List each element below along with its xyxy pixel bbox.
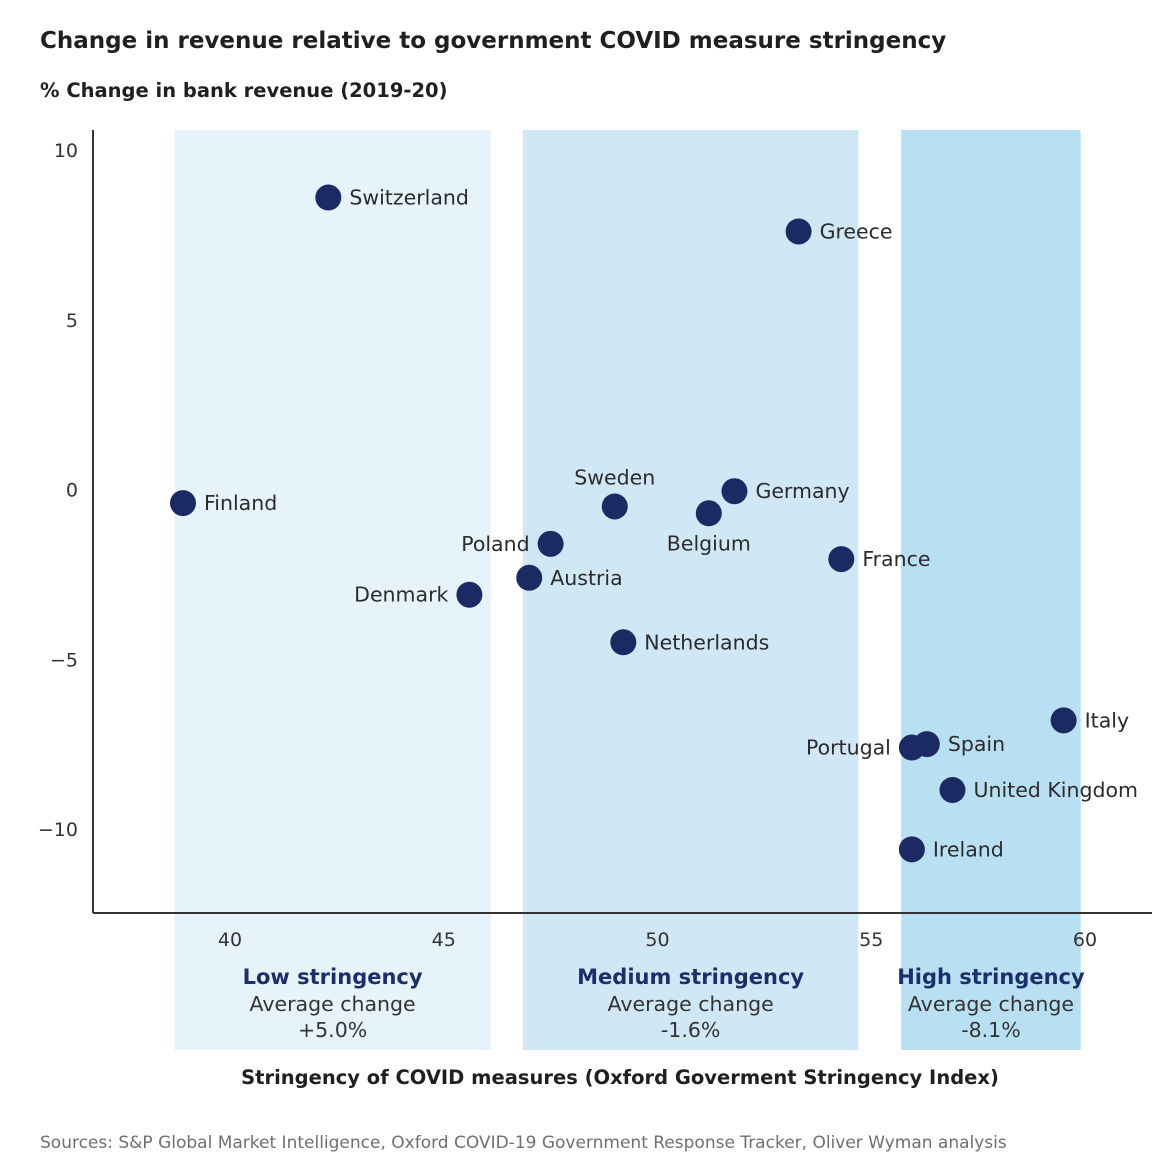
band-avg-value-high-stringency: -8.1% [961,1018,1020,1042]
point-label-spain: Spain [948,732,1005,756]
point-germany [721,478,748,505]
y-tick-label: −10 [38,819,78,841]
point-sweden [601,493,628,520]
point-label-denmark: Denmark [354,583,448,607]
point-belgium [695,500,722,527]
point-ireland [898,836,925,863]
point-netherlands [610,629,637,656]
point-label-finland: Finland [204,491,277,515]
point-france [828,546,855,573]
x-axis-label: Stringency of COVID measures (Oxford Gov… [241,1066,999,1089]
band-medium-stringency [522,130,859,1050]
point-austria [516,564,543,591]
x-tick-label: 60 [1073,929,1097,951]
x-tick-label: 50 [645,929,669,951]
band-title-medium-stringency: Medium stringency [577,965,804,989]
band-title-low-stringency: Low stringency [243,965,423,989]
x-tick-label: 55 [859,929,883,951]
x-tick-label: 40 [218,929,242,951]
point-label-netherlands: Netherlands [644,630,769,654]
point-label-poland: Poland [461,532,529,556]
y-tick-label: 0 [66,480,78,502]
point-label-switzerland: Switzerland [349,186,469,210]
point-label-france: France [862,547,930,571]
x-tick-label: 45 [432,929,456,951]
band-avg-label-medium-stringency: Average change [608,992,774,1016]
point-label-germany: Germany [755,479,849,503]
point-label-ireland: Ireland [933,837,1004,861]
axes [92,130,1152,914]
point-label-portugal: Portugal [806,736,891,760]
point-label-sweden: Sweden [574,465,655,489]
point-portugal [898,734,925,761]
band-high-stringency [901,130,1081,1050]
point-label-united-kingdom: United Kingdom [973,778,1138,802]
stringency-bands [174,130,1081,1050]
y-tick-label: 10 [54,140,78,162]
band-avg-label-low-stringency: Average change [250,992,416,1016]
band-title-high-stringency: High stringency [897,965,1085,989]
band-avg-value-medium-stringency: -1.6% [661,1018,720,1042]
point-label-belgium: Belgium [667,531,751,555]
point-denmark [456,581,483,608]
point-poland [537,530,564,557]
band-avg-value-low-stringency: +5.0% [298,1018,367,1042]
point-switzerland [315,184,342,211]
point-label-italy: Italy [1085,708,1129,732]
chart-title: Change in revenue relative to government… [40,28,946,54]
point-united-kingdom [939,776,966,803]
y-tick-label: −5 [50,649,78,671]
point-finland [169,490,196,517]
data-points: Switzerland Greece Finland Sweden Germany Bel… [169,184,1138,863]
source-note: Sources: S&P Global Market Intelligence,… [40,1133,1007,1153]
y-tick-label: 5 [66,310,78,332]
band-low-stringency [174,130,491,1050]
band-avg-label-high-stringency: Average change [908,992,1074,1016]
point-greece [785,218,812,245]
point-label-greece: Greece [820,219,893,243]
point-label-austria: Austria [550,566,622,590]
point-italy [1050,707,1077,734]
y-axis-label: % Change in bank revenue (2019-20) [40,79,448,102]
